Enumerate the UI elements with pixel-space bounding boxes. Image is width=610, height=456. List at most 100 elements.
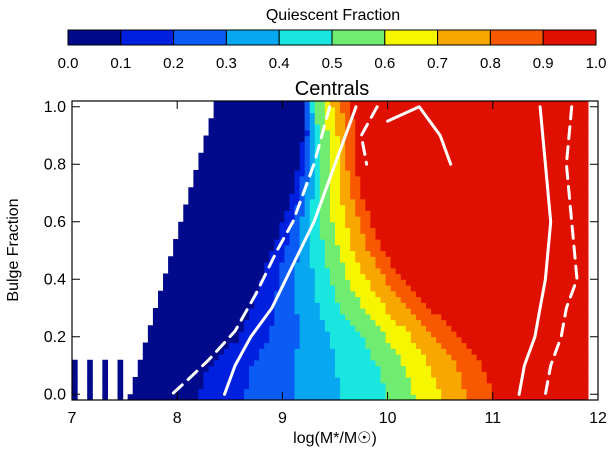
heatmap-cell [517, 365, 523, 372]
heatmap-cell [254, 216, 260, 223]
heatmap-cell [532, 233, 538, 240]
heatmap-cell [542, 313, 549, 321]
heatmap-cell [304, 227, 311, 234]
heatmap-cell [390, 147, 397, 154]
heatmap-cell [264, 348, 270, 355]
heatmap-cell [319, 239, 326, 246]
heatmap-cell [254, 250, 260, 257]
heatmap-cell [249, 273, 255, 280]
heatmap-cell [203, 158, 210, 165]
heatmap-cell [542, 377, 549, 384]
heatmap-cell [461, 239, 468, 246]
heatmap-cell [254, 187, 260, 194]
heatmap-cell [567, 342, 574, 349]
heatmap-cell [481, 193, 488, 200]
heatmap-cell [345, 331, 351, 338]
heatmap-cell [203, 354, 210, 361]
heatmap-cell [426, 221, 432, 229]
heatmap-cell [486, 152, 493, 160]
heatmap-cell [582, 336, 589, 344]
heatmap-cell [208, 135, 215, 142]
heatmap-cell [431, 285, 437, 292]
heatmap-cell [340, 187, 346, 194]
heatmap-cell [420, 210, 427, 217]
heatmap-cell [370, 158, 377, 165]
heatmap-cell [329, 158, 336, 165]
heatmap-cell [163, 336, 169, 344]
heatmap-cell [400, 325, 407, 332]
heatmap-cell [294, 118, 301, 125]
heatmap-cell [350, 296, 356, 303]
heatmap-cell [294, 296, 301, 303]
heatmap-cell [410, 290, 417, 298]
heatmap-cell [577, 152, 584, 160]
heatmap-cell [572, 365, 579, 372]
heatmap-cell [309, 325, 316, 332]
heatmap-cell [527, 359, 533, 367]
heatmap-cell [254, 170, 260, 177]
heatmap-cell [329, 365, 336, 372]
heatmap-cell [274, 187, 280, 194]
heatmap-cell [496, 187, 503, 194]
heatmap-cell [254, 319, 260, 326]
heatmap-cell [127, 394, 134, 400]
heatmap-cell [451, 216, 457, 223]
heatmap-cell [329, 354, 336, 361]
heatmap-cell [572, 129, 579, 137]
heatmap-cell [304, 388, 311, 395]
heatmap-cell [324, 290, 331, 298]
heatmap-cell [238, 233, 245, 240]
heatmap-cell [329, 313, 336, 321]
heatmap-cell [562, 112, 569, 119]
heatmap-cell [481, 181, 488, 188]
heatmap-cell [517, 331, 523, 338]
heatmap-cell [522, 382, 528, 390]
heatmap-cell [314, 365, 321, 372]
heatmap-cell [527, 118, 533, 125]
heatmap-cell [501, 273, 508, 280]
heatmap-cell [284, 175, 291, 183]
heatmap-cell [522, 233, 528, 240]
heatmap-cell [324, 279, 331, 286]
heatmap-cell [284, 187, 291, 194]
heatmap-cell [254, 227, 260, 234]
heatmap-cell [441, 273, 447, 280]
heatmap-cell [405, 285, 412, 292]
contour-solid [223, 105, 358, 396]
heatmap-cell [223, 198, 230, 206]
heatmap-cell [436, 336, 442, 344]
heatmap-cell [390, 124, 397, 131]
heatmap-cell [476, 227, 483, 234]
heatmap-cell [188, 365, 194, 372]
heatmap-cell [233, 313, 240, 321]
heatmap-cell [375, 175, 382, 183]
heatmap-cell [385, 394, 392, 400]
heatmap-cell [163, 354, 169, 361]
heatmap-cell [537, 285, 543, 292]
heatmap-cell [188, 359, 194, 367]
heatmap-cell [324, 342, 331, 349]
heatmap-cell [173, 313, 179, 321]
heatmap-cell [400, 170, 407, 177]
heatmap-cell [522, 141, 528, 148]
heatmap-cell [431, 187, 437, 194]
heatmap-cell [476, 141, 483, 148]
heatmap-cell [456, 233, 463, 240]
heatmap-cell [496, 336, 503, 344]
heatmap-cell [314, 262, 321, 269]
heatmap-cell [552, 388, 559, 395]
heatmap-cell [274, 348, 280, 355]
heatmap-cell [456, 331, 463, 338]
heatmap-cell [289, 302, 296, 309]
heatmap-cell [547, 267, 554, 275]
heatmap-cell [249, 147, 255, 154]
heatmap-cell [375, 239, 382, 246]
heatmap-cell [294, 141, 301, 148]
heatmap-cell [501, 227, 508, 234]
heatmap-cell [426, 377, 432, 384]
heatmap-cell [228, 158, 235, 165]
heatmap-cell [360, 319, 366, 326]
heatmap-cell [365, 129, 372, 137]
heatmap-cell [335, 239, 341, 246]
heatmap-cell [360, 365, 366, 372]
